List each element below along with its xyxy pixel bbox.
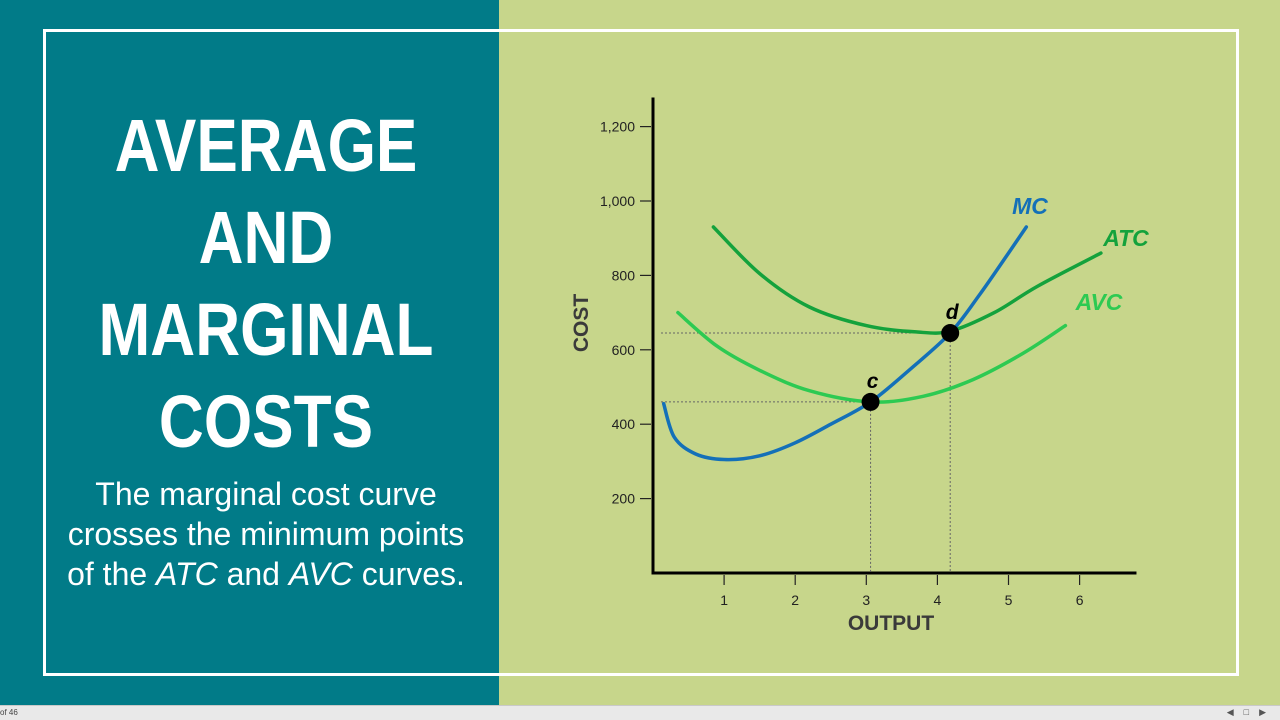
point-label-c: c <box>867 370 879 393</box>
body-text-part: curves. <box>352 556 465 592</box>
slide-body-text: The marginal cost curve crosses the mini… <box>56 474 476 594</box>
series-line-atc <box>711 225 1103 335</box>
prev-icon[interactable]: ◀ <box>1226 707 1234 717</box>
y-axis-label: COST <box>570 294 593 353</box>
title-line: AND <box>198 196 334 279</box>
y-tick-label: 800 <box>612 267 636 283</box>
series-label-atc: ATC <box>1102 225 1149 251</box>
y-tick-label: 400 <box>612 416 636 432</box>
green-panel <box>499 0 1280 705</box>
series-label-avc: AVC <box>1075 289 1123 315</box>
title-line: MARGINAL <box>98 288 434 371</box>
fit-icon[interactable]: □ <box>1243 707 1250 717</box>
body-text-part: and <box>217 556 289 592</box>
body-text-atc: ATC <box>156 556 218 592</box>
x-tick-label: 3 <box>862 592 870 608</box>
teal-panel <box>0 0 499 705</box>
x-tick-label: 1 <box>720 592 728 608</box>
y-tick-label: 600 <box>612 342 636 358</box>
title-line: COSTS <box>158 380 374 463</box>
y-tick-label: 200 <box>612 491 636 507</box>
cost-chart: 200 400 600 800 1,000 1,200 1 2 3 4 5 6 OUTPUT COST AV… <box>570 97 1149 635</box>
slide-frame <box>43 29 1239 676</box>
point-c <box>861 392 880 411</box>
title-line: AVERAGE <box>114 104 418 187</box>
x-tick-label: 4 <box>934 592 942 608</box>
status-bar: of 46 ◀ □ ▶ <box>0 705 1280 720</box>
page-indicator: of 46 <box>0 708 18 717</box>
y-tick-label: 1,200 <box>600 119 635 135</box>
x-tick-label: 2 <box>791 592 799 608</box>
x-axis-label: OUTPUT <box>848 612 935 635</box>
series-label-mc: MC <box>1012 193 1048 219</box>
body-text-avc: AVC <box>288 556 353 592</box>
body-text-part: The marginal cost curve crosses the mini… <box>67 476 465 592</box>
x-tick-label: 6 <box>1076 592 1084 608</box>
point-d <box>941 324 960 343</box>
series-line-mc <box>661 225 1029 462</box>
point-label-d: d <box>946 301 960 324</box>
x-tick-label: 5 <box>1005 592 1013 608</box>
slide-title: AVERAGE AND MARGINAL COSTS <box>93 100 439 468</box>
y-tick-label: 1,000 <box>600 193 635 209</box>
next-icon[interactable]: ▶ <box>1259 707 1266 717</box>
